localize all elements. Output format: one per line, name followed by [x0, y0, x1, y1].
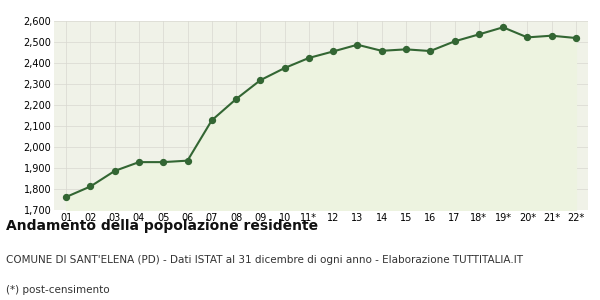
Point [182, 158, 192, 163]
Text: COMUNE DI SANT'ELENA (PD) - Dati ISTAT al 31 dicembre di ogni anno - Elaborazion: COMUNE DI SANT'ELENA (PD) - Dati ISTAT a… [6, 255, 523, 265]
Text: (*) post-censimento: (*) post-censimento [6, 285, 110, 295]
Point [328, 49, 338, 54]
Point [207, 118, 217, 123]
Point [231, 97, 241, 101]
Point [86, 184, 95, 189]
Point [523, 35, 532, 40]
Point [498, 25, 508, 30]
Point [280, 66, 289, 70]
Point [256, 78, 265, 82]
Point [377, 48, 386, 53]
Point [474, 32, 484, 37]
Point [450, 39, 460, 44]
Point [401, 47, 411, 52]
Text: Andamento della popolazione residente: Andamento della popolazione residente [6, 219, 318, 233]
Point [110, 169, 119, 173]
Point [134, 160, 144, 164]
Point [158, 160, 168, 164]
Point [571, 36, 581, 40]
Point [353, 42, 362, 47]
Point [425, 49, 435, 53]
Point [61, 195, 71, 200]
Point [304, 56, 314, 60]
Point [547, 33, 556, 38]
